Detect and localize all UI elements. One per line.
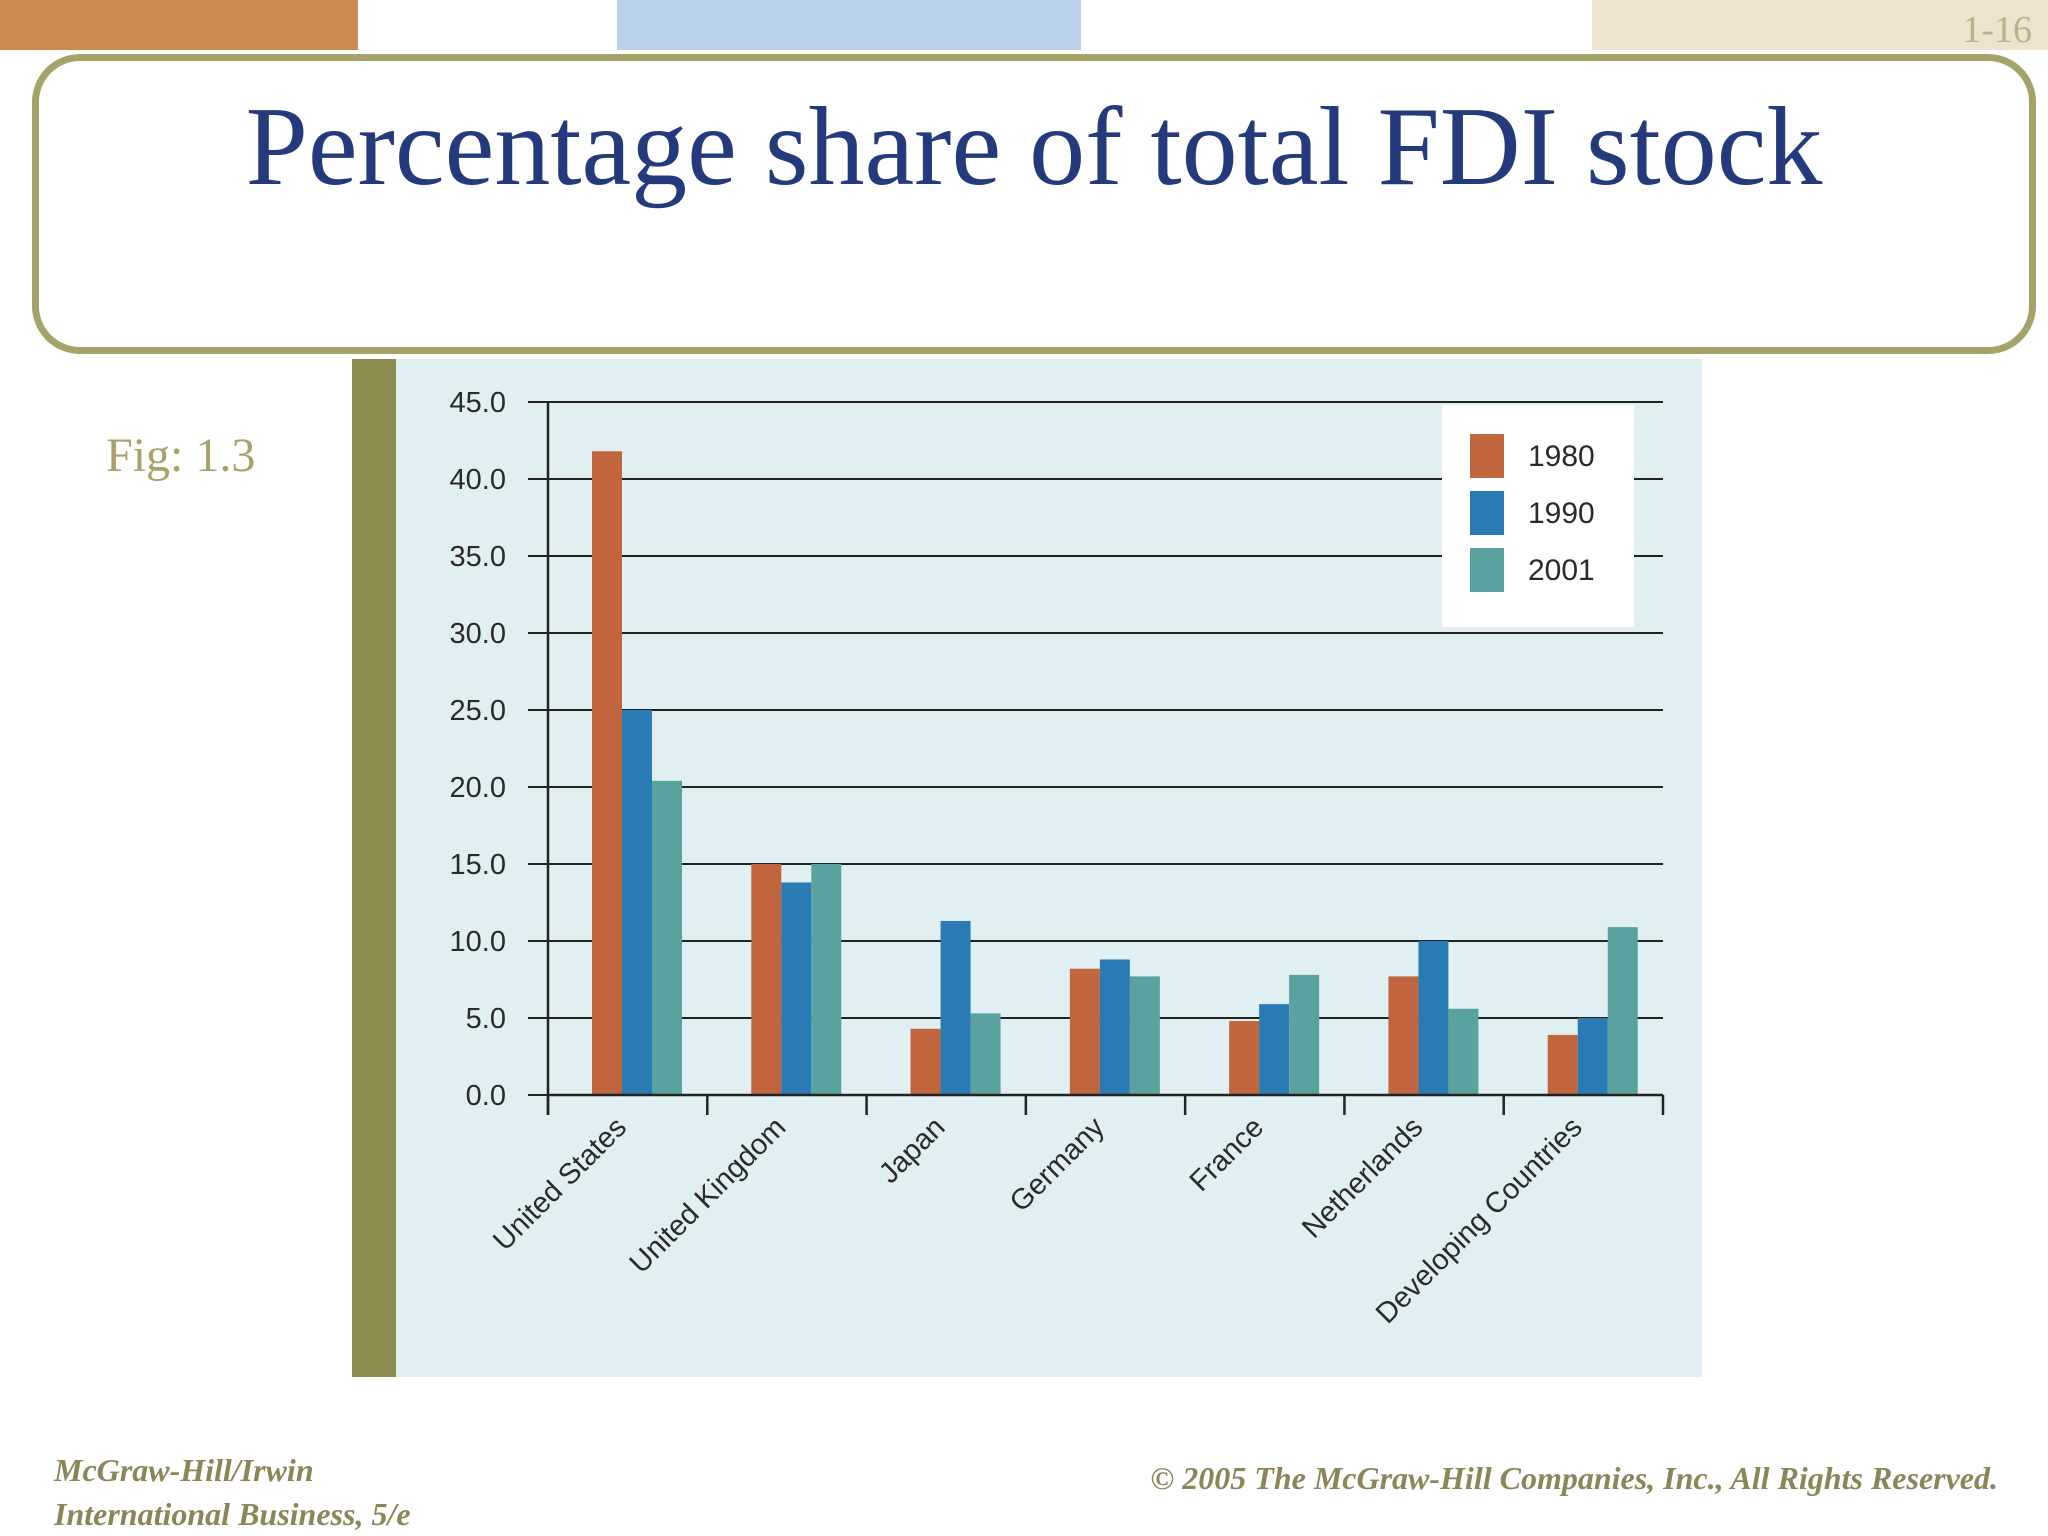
y-tick-label: 15.0 [450,849,506,881]
bar [1099,959,1130,1095]
bar [1069,968,1100,1095]
top-bar-beige [1592,0,2048,50]
bar [1229,1021,1260,1095]
legend: 1980 1990 2001 [1442,405,1634,627]
y-tick-label: 20.0 [450,772,506,804]
bar [1388,976,1419,1095]
x-axis [546,402,1665,1115]
title-frame: Percentage share of total FDI stock [32,54,2036,354]
footer-book: International Business, 5/e [54,1496,411,1532]
y-tick-label: 30.0 [450,618,506,650]
y-tick-label: 10.0 [450,926,506,958]
y-tick-label: 40.0 [450,464,506,496]
legend-label: 2001 [1528,554,1595,587]
bar-chart: 0.05.010.015.020.025.030.035.040.045.0 U… [352,359,1702,1377]
y-tick-label: 35.0 [450,541,506,573]
legend-swatch [1470,491,1504,535]
bar [811,864,842,1095]
bar [1129,976,1160,1095]
footer-copyright: © 2005 The McGraw-Hill Companies, Inc., … [1150,1460,1998,1496]
bar [751,864,782,1095]
bar [781,882,812,1095]
chart-panel: 0.0 5.0 10.0 15.0 20.0 25.0 30.0 35.0 40.0 45.0 U… [352,359,1702,1377]
y-tick-label: 25.0 [450,695,506,727]
legend-swatch [1470,434,1504,478]
y-tick-label: 45.0 [450,387,506,419]
footer-left: McGraw-Hill/Irwin International Business… [54,1448,411,1536]
figure-label: Fig: 1.3 [106,429,256,482]
bar [970,1013,1001,1095]
page-title: Percentage share of total FDI stock [245,85,1823,209]
slide-number: 1-16 [1962,9,2032,51]
legend-label: 1990 [1528,497,1595,530]
bar [1418,941,1449,1095]
bar [1259,1004,1290,1095]
bar [1448,1008,1479,1095]
bar [1607,927,1638,1095]
y-tick-label: 5.0 [466,1003,506,1035]
footer-publisher: McGraw-Hill/Irwin [54,1452,314,1488]
bar [940,920,971,1095]
bar [592,451,622,1095]
y-axis-ticks: 0.0 5.0 10.0 15.0 20.0 25.0 30.0 35.0 40.0 45.0 [450,387,506,1112]
bar [652,780,682,1095]
legend-swatch [1470,548,1504,592]
top-bar-blue [617,0,1081,50]
chart-side-bar [352,359,396,1377]
bar [622,710,652,1095]
bars [592,451,1638,1095]
legend-label: 1980 [1528,440,1595,473]
bar [1289,974,1320,1095]
top-bar-orange [0,0,358,50]
bar [910,1028,941,1095]
bar [1577,1018,1608,1095]
y-tick-label: 0.0 [466,1080,506,1112]
bar [1547,1034,1578,1095]
